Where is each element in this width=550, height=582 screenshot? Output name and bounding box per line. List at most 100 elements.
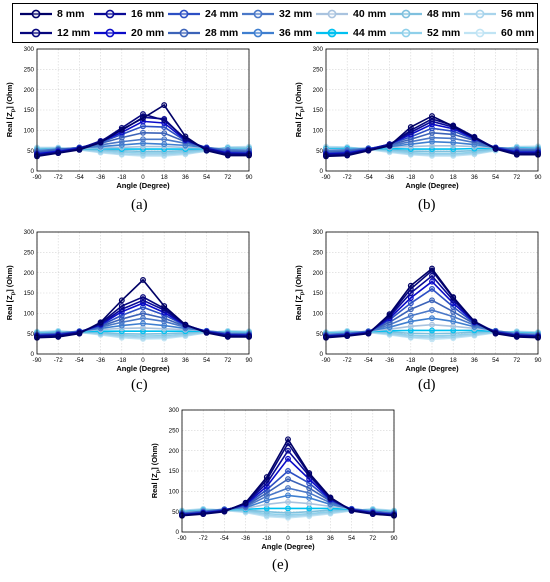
data-point — [306, 505, 313, 512]
data-point — [450, 323, 457, 330]
y-tick-label: 0 — [31, 168, 35, 175]
axes-frame — [325, 231, 539, 355]
x-tick-label: -90 — [322, 174, 332, 181]
data-point — [306, 490, 313, 496]
series-line — [36, 278, 249, 339]
x-tick-label: -18 — [262, 535, 272, 542]
data-point — [450, 318, 457, 325]
data-point — [140, 129, 146, 136]
x-tick-label: 18 — [450, 357, 457, 364]
y-tick-label: 250 — [313, 250, 324, 257]
y-axis-label-c: Real [Zp] (Ohm) — [5, 265, 17, 321]
x-tick-label: 72 — [513, 174, 520, 181]
data-point — [285, 447, 291, 454]
data-point — [161, 303, 168, 309]
axes-frame — [181, 409, 395, 533]
y-tick-label: 100 — [313, 311, 324, 318]
x-tick-label: -36 — [96, 357, 106, 364]
data-point — [118, 138, 125, 145]
data-point — [55, 150, 62, 157]
legend-label: 48 mm — [427, 8, 461, 20]
y-tick-label: 200 — [169, 448, 180, 455]
x-tick-label: 72 — [224, 357, 231, 364]
data-point — [429, 272, 435, 279]
data-point — [221, 508, 228, 515]
x-tick-label: 54 — [492, 357, 499, 364]
x-tick-label: 54 — [492, 174, 499, 181]
data-point — [203, 147, 210, 154]
x-tick-label: -90 — [178, 535, 188, 542]
data-point — [97, 319, 104, 326]
data-point — [429, 113, 435, 120]
x-tick-label: -36 — [385, 174, 395, 181]
data-point — [182, 133, 189, 140]
data-point — [140, 315, 146, 322]
data-point — [76, 330, 83, 337]
x-axis-label: Angle (Degree) — [261, 542, 315, 551]
data-point — [161, 130, 168, 137]
x-tick-label: -36 — [96, 174, 106, 181]
data-point — [407, 327, 414, 334]
x-tick-label: -72 — [54, 174, 64, 181]
y-tick-label: 200 — [24, 87, 35, 94]
x-tick-label: 72 — [369, 535, 376, 542]
data-point — [407, 306, 414, 313]
data-point — [429, 327, 435, 334]
x-axis-label: Angle (Degree) — [405, 181, 459, 190]
data-point — [407, 294, 414, 301]
data-point — [203, 329, 210, 336]
x-tick-label: -18 — [406, 357, 416, 364]
legend-item: 32 mm — [241, 5, 312, 23]
x-tick-label: -36 — [241, 535, 251, 542]
legend-item: 52 mm — [389, 24, 460, 42]
x-tick-label: 18 — [161, 174, 168, 181]
data-point — [263, 497, 270, 504]
x-tick-label: -72 — [343, 174, 353, 181]
x-tick-label: -72 — [343, 357, 353, 364]
y-tick-label: 250 — [169, 428, 180, 435]
data-point — [386, 311, 393, 318]
data-point — [285, 498, 291, 505]
x-tick-label: -90 — [33, 357, 43, 364]
data-point — [224, 333, 231, 340]
data-point — [285, 476, 291, 483]
x-tick-label: -90 — [322, 357, 332, 364]
data-point — [348, 507, 355, 514]
y-tick-label: 200 — [313, 270, 324, 277]
data-point — [263, 474, 270, 481]
legend-label: 40 mm — [353, 8, 387, 20]
x-tick-label: -18 — [406, 174, 416, 181]
data-point — [429, 265, 435, 272]
y-tick-label: 300 — [313, 46, 324, 53]
x-tick-label: 90 — [246, 357, 253, 364]
data-point — [263, 505, 270, 512]
data-point — [140, 310, 146, 317]
x-tick-label: 54 — [203, 357, 210, 364]
x-tick-label: -54 — [364, 357, 374, 364]
data-point — [450, 123, 457, 130]
legend-item: 40 mm — [315, 5, 386, 23]
y-tick-label: 100 — [24, 128, 35, 135]
y-tick-label: 50 — [316, 148, 323, 155]
x-tick-label: 0 — [141, 174, 145, 181]
data-point — [242, 499, 249, 506]
x-tick-label: 0 — [286, 535, 290, 542]
data-point — [471, 318, 478, 325]
legend-label: 16 mm — [131, 8, 165, 20]
data-point — [140, 136, 146, 143]
x-axis-label: Angle (Degree) — [116, 181, 170, 190]
data-point — [118, 297, 125, 304]
data-point — [450, 308, 457, 315]
x-tick-label: 0 — [141, 357, 145, 364]
chart-panel-a: 0 50 100 150 200 250 300 -90 -72 -54 -36 -18 0 18 36 54… — [24, 46, 253, 190]
series-line — [181, 437, 395, 517]
data-point — [429, 278, 435, 285]
legend-item: 12 mm — [19, 24, 90, 42]
legend-line-marker-icon — [316, 28, 348, 38]
y-tick-label: 250 — [24, 250, 35, 257]
y-axis-label-e: Real [Zp] (Ohm) — [150, 443, 162, 499]
legend-label: 60 mm — [501, 27, 535, 39]
legend-line-marker-icon — [168, 9, 200, 19]
data-point — [407, 282, 414, 289]
data-point — [140, 304, 146, 311]
